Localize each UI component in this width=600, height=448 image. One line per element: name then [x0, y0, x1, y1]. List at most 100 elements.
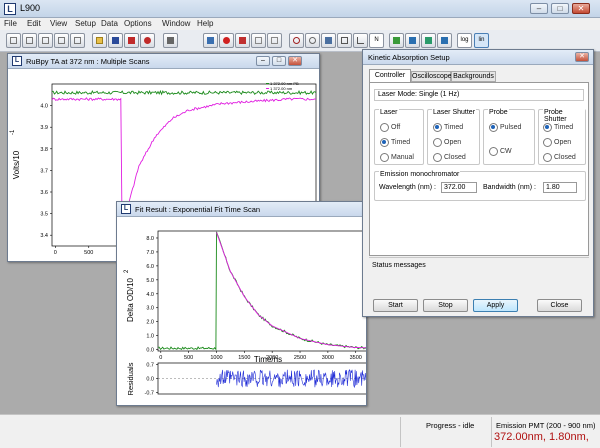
laser-off-radio[interactable]: Off	[380, 123, 400, 132]
close-app-button[interactable]: ✕	[572, 3, 590, 14]
fit-xtick-label: 1000	[210, 355, 222, 361]
app-icon: L	[4, 3, 16, 15]
fit-ytick-label: 6.0	[146, 264, 154, 270]
fit-icon[interactable]	[405, 33, 420, 48]
fit-xtick-label: 1500	[238, 355, 250, 361]
fit-chart: Delta OD/10 2 Time/ns Residuals 0 500 1000…	[124, 230, 366, 397]
laser-group: Laser Off Timed Manual	[374, 109, 424, 165]
residual-ytick-label: -0.7	[145, 391, 154, 397]
tool-button-4[interactable]	[54, 33, 69, 48]
probe-shutter-open-radio[interactable]: Open	[543, 138, 571, 147]
fit-ytick-label: 8.0	[146, 236, 154, 242]
table-icon[interactable]	[337, 33, 352, 48]
shutter-closed-radio[interactable]: Closed	[433, 153, 466, 162]
menu-file[interactable]: File	[4, 19, 17, 28]
menu-setup[interactable]: Setup	[75, 19, 96, 28]
colour-palette-icon[interactable]	[389, 33, 404, 48]
start-button[interactable]: Start	[373, 299, 418, 312]
setup-icon[interactable]	[437, 33, 452, 48]
grid-icon[interactable]	[267, 33, 282, 48]
export-icon[interactable]	[124, 33, 139, 48]
peak-icon[interactable]	[421, 33, 436, 48]
scan-ylabel-exponent: -1	[10, 129, 16, 135]
tool-button-5[interactable]	[70, 33, 85, 48]
scan-xtick-label: 0	[54, 250, 57, 256]
tab-controller[interactable]: Controller	[369, 69, 411, 82]
scan-ytick-label: 3.5	[40, 212, 48, 218]
menu-options[interactable]: Options	[124, 19, 152, 28]
tool-button-3[interactable]	[38, 33, 53, 48]
fit-ytick-label: 2.0	[146, 320, 154, 326]
close-button[interactable]: Close	[537, 299, 582, 312]
status-divider-1	[400, 417, 401, 447]
tool-button-2[interactable]	[22, 33, 37, 48]
fit-window: L Fit Result : Exponential Fit Time Scan…	[116, 201, 367, 406]
scan-maximize-button[interactable]: □	[272, 56, 286, 66]
open-folder-icon[interactable]	[92, 33, 107, 48]
apply-button[interactable]: Apply	[473, 299, 518, 312]
run-icon[interactable]	[235, 33, 250, 48]
laser-manual-radio[interactable]: Manual	[380, 153, 414, 162]
menu-edit[interactable]: Edit	[27, 19, 41, 28]
scan-ytick-label: 3.6	[40, 190, 48, 196]
fit-ytick-label: 7.0	[146, 250, 154, 256]
stop-button[interactable]: Stop	[423, 299, 468, 312]
shutter-open-radio[interactable]: Open	[433, 138, 461, 147]
status-divider-2	[491, 417, 492, 447]
laser-shutter-label: Laser Shutter	[432, 109, 477, 116]
stop-icon[interactable]	[219, 33, 234, 48]
probe-shutter-closed-radio[interactable]: Closed	[543, 153, 576, 162]
probe-shutter-group: Probe Shutter Timed Open Closed	[538, 109, 586, 165]
wavelength-input[interactable]: 372.00	[441, 182, 477, 193]
menu-window[interactable]: Window	[162, 19, 191, 28]
import-icon[interactable]	[140, 33, 155, 48]
tool-button-1[interactable]	[6, 33, 21, 48]
fit-ylabel-exponent: 2	[124, 269, 130, 273]
emission-group: Emission monochromator Wavelength (nm) :…	[374, 171, 586, 201]
scan-window-title: RuBpy TA at 372 nm : Multiple Scans	[26, 57, 150, 66]
minimize-button[interactable]: –	[530, 3, 548, 14]
normalize-button[interactable]: N	[369, 33, 384, 48]
laser-timed-radio[interactable]: Timed	[380, 138, 410, 147]
bandwidth-input[interactable]: 1.80	[543, 182, 577, 193]
probe-shutter-timed-radio[interactable]: Timed	[543, 123, 573, 132]
scan-close-button[interactable]: ✕	[288, 56, 302, 66]
fit-xtick-label: 500	[184, 355, 193, 361]
emission-label: Emission monochromator	[379, 171, 461, 178]
menu-help[interactable]: Help	[197, 19, 214, 28]
maximize-button[interactable]: □	[551, 3, 569, 14]
menu-view[interactable]: View	[50, 19, 68, 28]
scan-minimize-button[interactable]: –	[256, 56, 270, 66]
axes-icon[interactable]	[353, 33, 368, 48]
fit-xtick-label: 3500	[350, 355, 362, 361]
lin-scale-button[interactable]: lin	[474, 33, 489, 48]
scan-window-title-bar: L RuBpy TA at 372 nm : Multiple Scans – …	[8, 54, 319, 69]
fit-xtick-label: 3000	[322, 355, 334, 361]
menu-data[interactable]: Data	[101, 19, 118, 28]
tab-backgrounds[interactable]: Backgrounds	[451, 71, 496, 82]
kinetic-close-x-button[interactable]: ✕	[575, 52, 589, 62]
fit-xtick-label: 2000	[266, 355, 278, 361]
residuals-series	[216, 369, 366, 388]
bar-chart-icon[interactable]	[321, 33, 336, 48]
detector-status: Emission PMT (200 - 900 nm)	[496, 421, 596, 430]
probe-pulsed-radio[interactable]: Pulsed	[489, 123, 521, 132]
scan-ylabel: Volts/10	[12, 150, 21, 179]
probe-cw-radio[interactable]: CW	[489, 147, 512, 156]
fit-ytick-label: 5.0	[146, 278, 154, 284]
clipboard-icon[interactable]	[251, 33, 266, 48]
scan-ytick-label: 3.4	[40, 233, 48, 239]
controller-panel: Laser Mode: Single (1 Hz) Laser Off Time…	[369, 82, 589, 256]
fit-xtick-label: 0	[159, 355, 162, 361]
fit-window-icon: L	[121, 204, 131, 214]
log-scale-button[interactable]: log	[457, 33, 472, 48]
shutter-timed-radio[interactable]: Timed	[433, 123, 463, 132]
tab-oscilloscope[interactable]: Oscilloscope	[411, 71, 452, 82]
zoom-out-icon[interactable]	[305, 33, 320, 48]
chart-view-icon[interactable]	[203, 33, 218, 48]
print-icon[interactable]	[163, 33, 178, 48]
scan-ytick-label: 4.0	[40, 104, 48, 110]
zoom-in-icon[interactable]	[289, 33, 304, 48]
menu-bar: File Edit View Setup Data Options Window…	[0, 18, 600, 30]
save-icon[interactable]	[108, 33, 123, 48]
